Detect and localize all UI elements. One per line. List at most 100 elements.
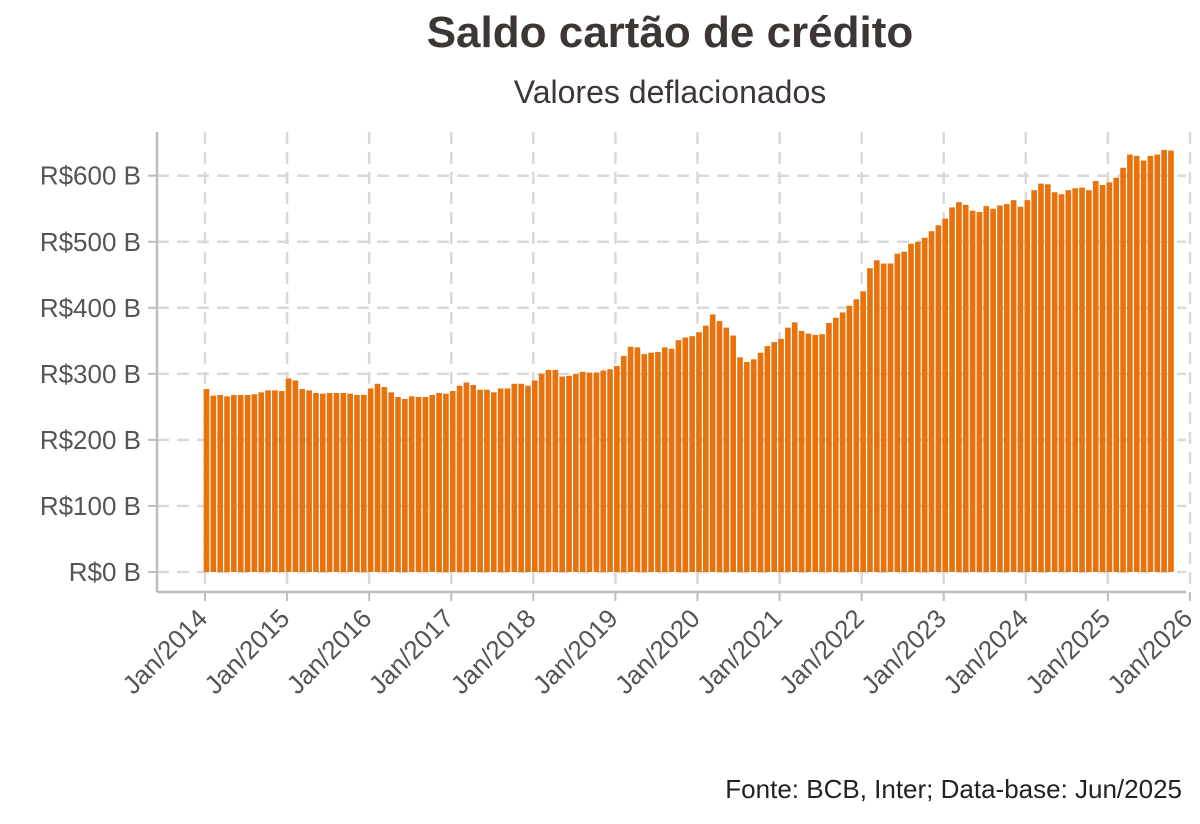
bar bbox=[949, 207, 955, 573]
x-tick-label: Jan/2024 bbox=[937, 603, 1034, 700]
bar bbox=[655, 352, 661, 572]
bar bbox=[853, 299, 860, 572]
bar bbox=[634, 347, 641, 572]
bar bbox=[627, 346, 634, 572]
bar bbox=[251, 394, 258, 572]
bar bbox=[867, 268, 873, 572]
bar bbox=[614, 365, 620, 572]
bar bbox=[874, 260, 880, 572]
bar bbox=[490, 392, 497, 572]
bar bbox=[716, 321, 723, 572]
bar bbox=[340, 393, 347, 572]
bar bbox=[901, 251, 907, 572]
bar bbox=[443, 393, 449, 572]
bar bbox=[552, 369, 559, 572]
bar bbox=[477, 389, 483, 572]
bar bbox=[415, 396, 422, 572]
bar bbox=[203, 389, 210, 572]
bar bbox=[921, 237, 928, 573]
bar bbox=[278, 391, 285, 572]
bar bbox=[217, 394, 223, 572]
bar bbox=[983, 206, 990, 572]
bar bbox=[518, 383, 524, 572]
bar bbox=[730, 335, 736, 572]
chart-subtitle: Valores deflacionados bbox=[513, 74, 827, 110]
bar bbox=[470, 385, 477, 572]
bar bbox=[620, 356, 627, 572]
bar bbox=[1147, 155, 1154, 572]
bar bbox=[463, 382, 470, 572]
bar bbox=[997, 205, 1003, 573]
bar bbox=[1127, 154, 1133, 572]
bar bbox=[573, 373, 579, 572]
bar bbox=[1099, 184, 1106, 572]
x-tick-label: Jan/2023 bbox=[855, 603, 952, 700]
bar bbox=[224, 396, 230, 572]
x-tick-label: Jan/2018 bbox=[445, 603, 542, 700]
bar bbox=[819, 334, 825, 572]
bar bbox=[484, 389, 490, 572]
bar bbox=[408, 396, 415, 572]
bar bbox=[1024, 200, 1031, 573]
bar bbox=[1058, 194, 1065, 572]
bar bbox=[449, 391, 456, 572]
bar bbox=[607, 369, 613, 572]
bar bbox=[942, 218, 949, 572]
bar bbox=[771, 342, 778, 572]
bar bbox=[956, 202, 962, 572]
bar bbox=[319, 393, 326, 572]
y-tick-label: R$300 B bbox=[40, 359, 141, 389]
bar bbox=[1010, 200, 1017, 573]
bar bbox=[367, 388, 374, 572]
bar bbox=[675, 340, 682, 572]
x-tick-label: Jan/2015 bbox=[198, 603, 295, 700]
y-axis-ticks: R$0 B R$100 B R$200 B R$300 B R$400 B R$500 B… bbox=[40, 161, 157, 587]
bar bbox=[545, 369, 552, 572]
bar bbox=[791, 322, 798, 572]
bar bbox=[1140, 160, 1147, 573]
bar bbox=[689, 336, 695, 572]
bar bbox=[894, 253, 901, 572]
bar bbox=[436, 393, 442, 572]
bar bbox=[1051, 192, 1058, 572]
bar bbox=[696, 332, 702, 572]
chart-title: Saldo cartão de crédito bbox=[426, 8, 914, 57]
bar bbox=[832, 317, 839, 572]
bar bbox=[347, 393, 353, 572]
bar bbox=[785, 327, 791, 572]
bar bbox=[1106, 182, 1113, 572]
y-tick-label: R$0 B bbox=[69, 557, 141, 587]
bar bbox=[210, 395, 217, 572]
bar bbox=[860, 291, 866, 572]
bar bbox=[306, 390, 312, 572]
bar bbox=[361, 394, 367, 572]
bar bbox=[826, 322, 832, 572]
bar bbox=[333, 393, 340, 572]
x-tick-label: Jan/2020 bbox=[609, 603, 706, 700]
bar bbox=[1168, 150, 1174, 572]
bar bbox=[969, 210, 976, 573]
bar bbox=[798, 330, 805, 572]
y-tick-label: R$100 B bbox=[40, 491, 141, 521]
bar bbox=[1017, 206, 1024, 572]
bar bbox=[661, 347, 668, 572]
bar bbox=[1031, 190, 1037, 572]
bar bbox=[1113, 177, 1120, 572]
bar bbox=[231, 394, 237, 572]
bar bbox=[381, 387, 388, 572]
bar bbox=[237, 394, 244, 572]
bar bbox=[723, 327, 730, 572]
bar bbox=[682, 337, 689, 572]
bar bbox=[456, 385, 463, 572]
bar bbox=[962, 204, 969, 572]
bar bbox=[778, 338, 784, 572]
bar bbox=[1038, 183, 1044, 572]
bar bbox=[668, 348, 675, 572]
bar bbox=[1065, 190, 1072, 572]
x-tick-label: Jan/2025 bbox=[1019, 603, 1116, 700]
bar bbox=[395, 396, 401, 572]
bar bbox=[908, 243, 914, 572]
bar bbox=[805, 333, 812, 572]
y-tick-label: R$600 B bbox=[40, 161, 141, 191]
bar bbox=[1072, 188, 1078, 572]
